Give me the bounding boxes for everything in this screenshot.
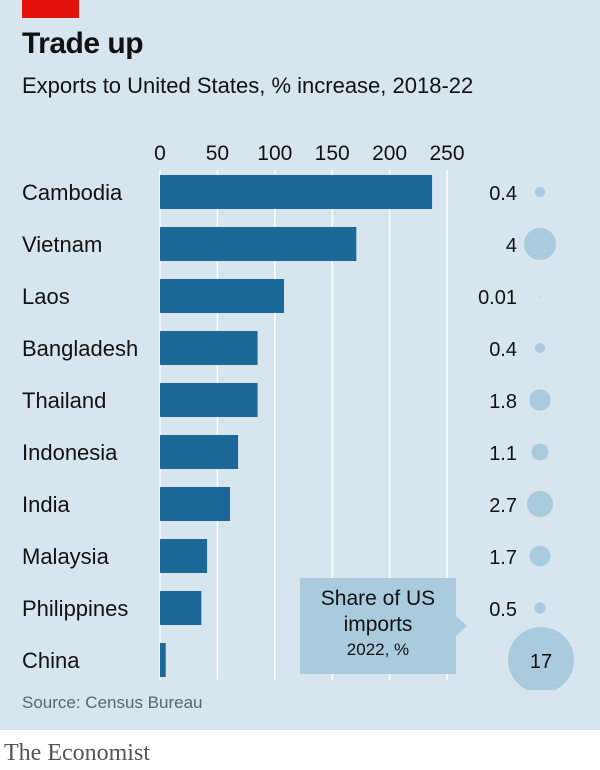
bubble-legend-box [300, 578, 456, 674]
share-bubble [534, 602, 546, 614]
share-label: 2.7 [489, 495, 517, 517]
category-label: Indonesia [22, 440, 118, 465]
share-label: 4 [506, 235, 517, 257]
publisher-logo: The Economist [4, 740, 150, 766]
share-bubble [529, 545, 551, 567]
share-label: 0.4 [489, 183, 517, 205]
share-bubble [531, 443, 549, 461]
share-bubble [526, 490, 554, 518]
category-label: Vietnam [22, 232, 102, 257]
x-tick-label: 100 [257, 142, 292, 165]
share-bubble [534, 342, 546, 354]
category-label: Cambodia [22, 180, 123, 205]
share-label: 17 [530, 651, 552, 673]
chart-title: Trade up [22, 27, 144, 60]
share-label: 1.8 [489, 391, 517, 413]
bar [160, 487, 231, 521]
share-bubble [508, 627, 574, 690]
bar-chart: 0 50 100 150 200 250 Cambodia 0.4 Vietnam 4 Laos 0.… [22, 142, 574, 690]
category-label: Malaysia [22, 544, 110, 569]
bubble-legend-line1: Share of US [320, 587, 436, 610]
share-label: 1.7 [489, 547, 517, 569]
bubble-legend-text: Share of US imports 2022, % [300, 586, 456, 662]
x-tick-label: 250 [429, 142, 464, 165]
bar [160, 279, 284, 313]
x-tick-label: 200 [372, 142, 407, 165]
bubble-legend-pointer [456, 616, 467, 636]
share-label: 0.5 [489, 599, 517, 621]
bar [160, 591, 202, 625]
bubble-legend-line2: imports [343, 613, 413, 636]
category-label: Philippines [22, 596, 128, 621]
source-note: Source: Census Bureau [22, 693, 203, 712]
bar [160, 539, 208, 573]
share-bubble [534, 186, 546, 198]
bar [160, 383, 258, 417]
share-label: 0.01 [478, 287, 517, 309]
category-label: India [22, 492, 70, 517]
bar [160, 331, 258, 365]
bar [160, 227, 357, 261]
category-label: Laos [22, 284, 70, 309]
x-tick-label: 0 [154, 142, 166, 165]
share-bubble [523, 227, 557, 261]
bar [160, 435, 239, 469]
category-label: Thailand [22, 388, 106, 413]
bubble-legend-line3: 2022, % [346, 640, 410, 659]
brand-red-tag [22, 0, 79, 18]
x-tick-label: 50 [206, 142, 229, 165]
share-label: 0.4 [489, 339, 517, 361]
share-bubble [529, 389, 551, 411]
bar [160, 175, 433, 209]
category-label: Bangladesh [22, 336, 138, 361]
bar [160, 643, 166, 677]
share-label: 1.1 [489, 443, 517, 465]
category-label: China [22, 648, 80, 673]
x-tick-label: 150 [315, 142, 350, 165]
chart-subtitle: Exports to United States, % increase, 20… [22, 73, 474, 98]
share-bubble [539, 295, 541, 297]
